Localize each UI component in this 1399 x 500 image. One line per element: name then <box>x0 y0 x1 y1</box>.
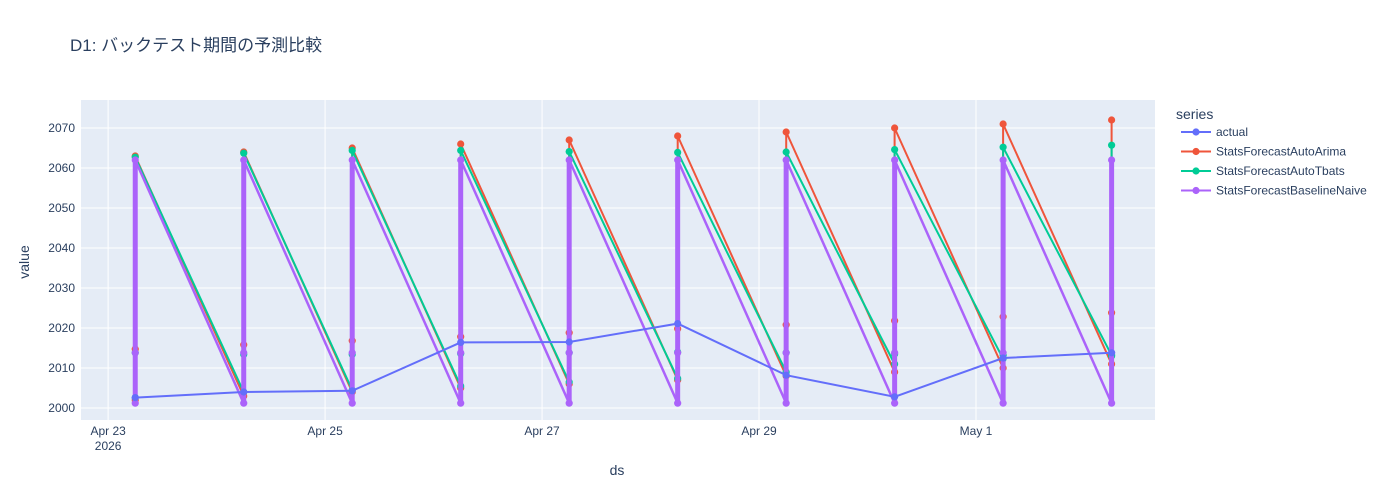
data-point-high <box>999 156 1007 164</box>
data-point-low <box>674 399 682 407</box>
x-tick-label: Apr 25 <box>307 424 343 438</box>
y-tick-label: 2040 <box>48 241 75 255</box>
legend-label: StatsForecastBaselineNaive <box>1216 184 1367 198</box>
data-point-mid <box>674 349 682 357</box>
legend-label: StatsForecastAutoArima <box>1216 145 1346 159</box>
data-point-low <box>782 399 790 407</box>
data-point-high <box>131 156 139 164</box>
data-point-high <box>1108 141 1116 149</box>
series-line <box>135 322 1112 399</box>
data-point <box>131 394 139 402</box>
x-tick-label: Apr 27 <box>524 424 560 438</box>
x-tick-label: Apr 29 <box>741 424 777 438</box>
y-tick-label: 2050 <box>48 201 75 215</box>
legend-label: StatsForecastAutoTbats <box>1216 164 1345 178</box>
data-point-high <box>348 156 356 164</box>
data-point-high <box>565 148 573 156</box>
data-point-mid <box>891 349 899 357</box>
series-StatsForecastBaselineNaive <box>131 156 1116 407</box>
data-point-high <box>565 136 573 144</box>
data-point <box>565 338 573 346</box>
legend-item-actual[interactable]: actual <box>1181 125 1248 139</box>
x-tick-label: May 1 <box>960 424 993 438</box>
gridlines <box>81 100 1155 420</box>
data-point-high <box>999 120 1007 128</box>
data-point <box>674 320 682 328</box>
data-point-high <box>457 146 465 154</box>
data-point-mid <box>782 349 790 357</box>
x-axis-label: ds <box>610 462 625 478</box>
data-point-mid <box>240 349 248 357</box>
legend-swatch-marker <box>1192 186 1200 195</box>
data-point-high <box>782 148 790 156</box>
data-point-mid <box>999 349 1007 357</box>
data-point-high <box>348 146 356 154</box>
data-point-high <box>457 156 465 164</box>
data-point-low <box>131 399 139 407</box>
legend-item-StatsForecastAutoArima[interactable]: StatsForecastAutoArima <box>1181 145 1346 159</box>
legend-item-StatsForecastBaselineNaive[interactable]: StatsForecastBaselineNaive <box>1181 184 1367 198</box>
y-axis-label: value <box>16 245 32 279</box>
series-line <box>134 145 1113 398</box>
series-line <box>133 158 1113 405</box>
data-point-high <box>782 128 790 136</box>
data-point-high <box>674 148 682 156</box>
series-actual <box>131 320 1116 402</box>
data-point-mid <box>457 349 465 357</box>
legend-item-StatsForecastAutoTbats[interactable]: StatsForecastAutoTbats <box>1181 164 1345 178</box>
legend-swatch-marker <box>1192 167 1200 175</box>
data-point-high <box>674 132 682 140</box>
data-point <box>240 388 248 396</box>
y-tick-label: 2020 <box>48 321 75 335</box>
data-point-high <box>1108 116 1116 124</box>
data-point-low <box>457 399 465 407</box>
legend-title: series <box>1176 106 1213 122</box>
data-point <box>999 354 1007 362</box>
legend-label: actual <box>1216 125 1248 139</box>
data-point-high <box>565 156 573 164</box>
legend-swatch-marker <box>1192 147 1200 156</box>
chart-title: D1: バックテスト期間の予測比較 <box>70 36 322 55</box>
data-point-low <box>240 399 248 407</box>
data-point-low <box>1108 399 1116 407</box>
data-point-high <box>891 156 899 164</box>
legend[interactable]: series actual StatsForecastAutoArima Stats… <box>1176 106 1367 198</box>
data-point-low <box>999 399 1007 407</box>
data-point-high <box>674 156 682 164</box>
y-tick-label: 2030 <box>48 281 75 295</box>
data-point-mid <box>565 349 573 357</box>
data-point-low <box>891 399 899 407</box>
data-point-mid <box>131 349 139 357</box>
data-point <box>348 387 356 395</box>
data-point-high <box>782 156 790 164</box>
data-point-low <box>565 399 573 407</box>
data-point <box>457 338 465 346</box>
data-point-low <box>348 399 356 407</box>
data-point <box>1108 349 1116 357</box>
data-point-high <box>457 140 465 148</box>
data-point-high <box>240 156 248 164</box>
legend-swatch-marker <box>1192 128 1200 136</box>
y-tick-label: 2060 <box>48 161 75 175</box>
data-point <box>782 371 790 379</box>
data-point-high <box>891 124 899 132</box>
data-point-high <box>1108 156 1116 164</box>
x-tick-sublabel: 2026 <box>95 439 122 453</box>
data-point-high <box>891 146 899 154</box>
series-traces <box>131 116 1116 407</box>
y-tick-label: 2070 <box>48 121 75 135</box>
data-point-high <box>999 143 1007 151</box>
y-tick-label: 2000 <box>48 401 75 415</box>
y-tick-label: 2010 <box>48 361 75 375</box>
data-point-high <box>240 149 248 157</box>
data-point-mid <box>348 349 356 357</box>
data-point <box>891 393 899 401</box>
x-tick-label: Apr 23 <box>90 424 126 438</box>
y-axis-ticks: 2000 2010 2020 2030 2040 2050 2060 2070 <box>48 121 75 415</box>
